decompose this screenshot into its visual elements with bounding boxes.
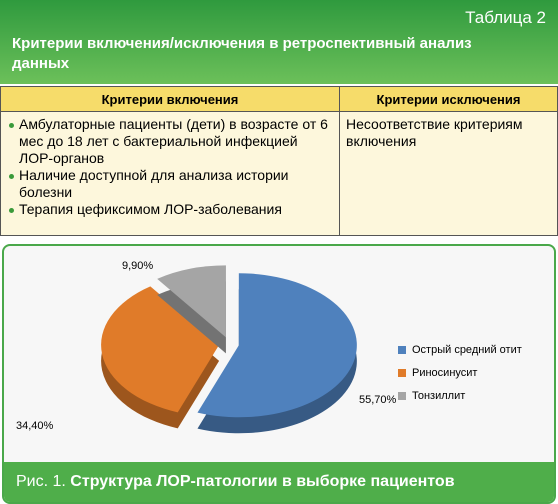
table-header: Таблица 2 Критерии включения/исключения … xyxy=(0,0,558,84)
list-item: Терапия цефиксимом ЛОР-заболевания xyxy=(9,201,333,218)
criteria-table: Критерии включения Критерии исключения Ам… xyxy=(0,86,558,236)
figure-label: Рис. 1. xyxy=(16,473,66,490)
table-label: Таблица 2 xyxy=(465,8,546,27)
pie-slice xyxy=(157,265,226,338)
column-header: Критерии включения xyxy=(0,86,340,112)
legend-label: Тонзиллит xyxy=(412,390,465,402)
pie-slice xyxy=(101,286,220,413)
pie-slice xyxy=(197,273,357,418)
legend-swatch xyxy=(398,392,406,400)
pie-chart: 55,70% Острый средний отит 34,40% Риносинус… xyxy=(16,260,522,434)
column-header: Критерии исключения xyxy=(339,86,558,112)
list-item: Амбулаторные пациенты (дети) в возрасте … xyxy=(9,116,333,167)
legend-label: Острый средний отит xyxy=(412,344,522,356)
cell: Амбулаторные пациенты (дети) в возрасте … xyxy=(0,111,340,236)
legend-label: Риносинусит xyxy=(412,367,477,379)
figure: 55,70% Острый средний отит 34,40% Риносинус… xyxy=(2,244,556,504)
figure-title: Структура ЛОР-патологии в выборке пациен… xyxy=(70,473,455,490)
cell: Несоответствие критериям включения xyxy=(339,111,558,236)
legend-swatch xyxy=(398,346,406,354)
data-label: 9,90% xyxy=(122,260,153,272)
legend-swatch xyxy=(398,369,406,377)
list-item: Наличие доступной для анализа истории бо… xyxy=(9,167,333,201)
table-title: Критерии включения/исключения в ретроспе… xyxy=(12,35,472,72)
data-label: 34,40% xyxy=(16,420,54,432)
figure-caption: Рис. 1. Структура ЛОР-патологии в выборк… xyxy=(4,462,554,502)
data-label: 55,70% xyxy=(359,394,397,406)
